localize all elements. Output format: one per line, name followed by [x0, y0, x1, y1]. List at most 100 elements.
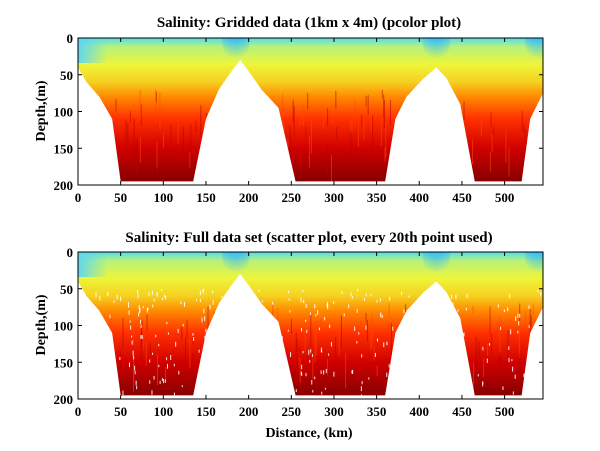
scatter-gap: [399, 377, 401, 382]
scatter-gap: [388, 364, 390, 368]
scatter-gap: [209, 368, 211, 373]
top-plot-area: [77, 37, 543, 186]
scatter-gap: [261, 327, 263, 333]
scatter-gap: [113, 300, 115, 303]
scatter-gap: [134, 365, 136, 371]
scatter-gap: [392, 326, 394, 331]
scatter-gap: [354, 326, 356, 331]
scatter-gap: [374, 352, 376, 357]
scatter-gap: [323, 370, 325, 375]
scatter-gap: [434, 351, 436, 354]
x-tick-label: 100: [154, 404, 174, 419]
scatter-gap: [401, 371, 403, 377]
scatter-gap: [165, 295, 167, 300]
scatter-gap: [240, 322, 242, 327]
salinity-field: [78, 38, 543, 182]
scatter-gap: [193, 337, 195, 341]
scatter-gap: [397, 355, 399, 360]
scatter-gap: [462, 362, 464, 366]
scatter-gap: [252, 316, 254, 322]
scatter-gap: [512, 391, 514, 395]
scatter-gap: [465, 307, 467, 311]
scatter-gap: [239, 389, 241, 394]
scatter-gap: [89, 304, 91, 309]
scatter-gap: [461, 392, 463, 396]
scatter-gap: [455, 294, 457, 299]
scatter-gap: [146, 308, 148, 313]
scatter-gap: [161, 289, 163, 292]
scatter-gap: [83, 372, 85, 375]
scatter-gap: [429, 325, 431, 330]
scatter-gap: [357, 288, 359, 292]
scatter-gap: [137, 294, 139, 299]
scatter-gap: [503, 309, 505, 313]
scatter-gap: [361, 381, 363, 385]
scatter-gap: [131, 340, 133, 345]
scatter-gap: [135, 380, 137, 386]
scatter-gap: [423, 316, 425, 320]
scatter-gap: [324, 316, 326, 321]
scatter-gap: [380, 312, 382, 318]
scatter-gap: [290, 352, 292, 358]
scatter-gap: [438, 391, 440, 396]
scatter-gap: [170, 354, 172, 360]
scatter-gap: [405, 332, 407, 336]
scatter-gap: [350, 292, 352, 297]
scatter-gap: [308, 349, 310, 355]
scatter-gap: [79, 333, 81, 337]
scatter-gap: [282, 343, 284, 347]
x-tick-label: 450: [452, 190, 472, 205]
scatter-gap: [438, 391, 440, 395]
scatter-gap: [305, 304, 307, 308]
scatter-gap: [318, 327, 320, 331]
scatter-gap: [158, 344, 160, 347]
scatter-gap: [326, 301, 328, 306]
scatter-gap: [360, 394, 362, 396]
scatter-gap: [140, 335, 142, 339]
scatter-gap: [379, 298, 381, 302]
scatter-gap: [271, 365, 273, 369]
scatter-gap: [249, 366, 251, 370]
scatter-gap: [311, 354, 313, 357]
scatter-gap: [130, 325, 132, 330]
scatter-gap: [221, 338, 223, 342]
scatter-gap: [482, 346, 484, 351]
scatter-gap: [386, 372, 388, 377]
scatter-gap: [482, 382, 484, 387]
x-tick-label: 150: [196, 404, 216, 419]
fresh-water-patch: [78, 252, 108, 277]
scatter-gap: [148, 292, 150, 296]
scatter-gap: [94, 356, 96, 359]
y-tick-label: 200: [54, 178, 74, 193]
y-tick-label: 150: [54, 141, 74, 156]
scatter-gap: [138, 304, 140, 310]
scatter-gap: [463, 351, 465, 356]
scatter-gap: [173, 363, 175, 367]
scatter-gap: [432, 319, 434, 323]
scatter-gap: [424, 361, 426, 365]
scatter-gap: [524, 381, 526, 385]
scatter-gap: [300, 371, 302, 375]
y-tick-label: 100: [54, 105, 74, 120]
scatter-gap: [252, 315, 254, 319]
scatter-gap: [302, 289, 304, 293]
scatter-gap: [153, 298, 155, 302]
scatter-gap: [537, 363, 539, 368]
scatter-gap: [180, 301, 182, 305]
top-axes-frame: [77, 37, 544, 186]
scatter-gap: [448, 370, 450, 375]
scatter-gap: [276, 382, 278, 385]
scatter-gap: [303, 299, 305, 304]
scatter-gap: [352, 369, 354, 374]
scatter-gap: [166, 321, 168, 325]
scatter-gap: [441, 313, 443, 319]
scatter-gap: [514, 374, 516, 379]
scatter-gap: [341, 290, 343, 295]
scatter-gap: [446, 355, 448, 360]
scatter-gap: [214, 322, 216, 328]
scatter-gap: [202, 289, 204, 294]
scatter-gap: [81, 352, 83, 356]
scatter-gap: [377, 338, 379, 342]
scatter-gap: [401, 333, 403, 337]
scatter-gap: [91, 327, 93, 331]
